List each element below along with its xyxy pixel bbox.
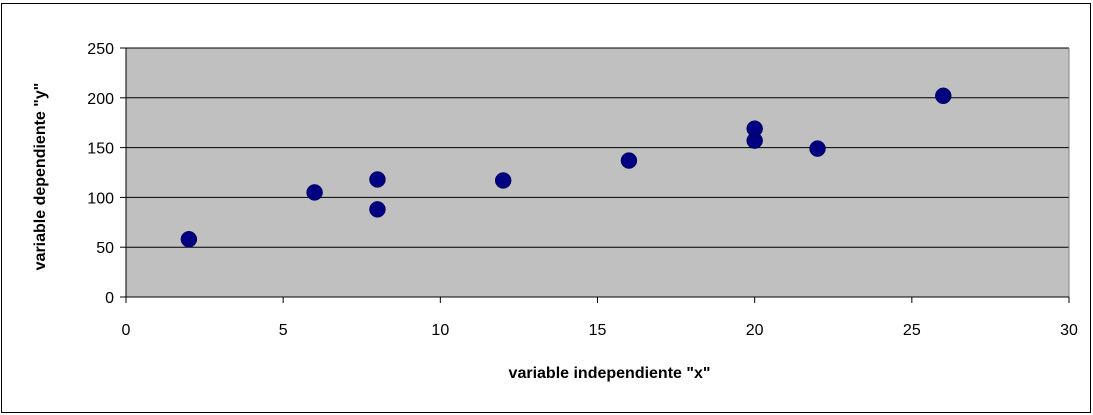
data-point <box>494 172 512 189</box>
y-tick-label: 50 <box>96 240 114 257</box>
data-point <box>935 87 952 105</box>
y-tick-label: 150 <box>87 141 114 158</box>
data-point <box>180 230 198 248</box>
data-point <box>746 120 763 137</box>
x-axis-title: variable independiente "x" <box>509 365 711 382</box>
y-tick-label: 200 <box>87 91 114 108</box>
x-tick-label: 30 <box>1060 322 1078 339</box>
data-point <box>369 201 386 218</box>
data-point <box>306 184 323 201</box>
grid-lines <box>126 47 1069 248</box>
x-tick-label: 10 <box>431 322 449 339</box>
data-points <box>180 87 952 248</box>
x-tick-label: 20 <box>746 322 764 339</box>
axes <box>120 47 1070 303</box>
data-point <box>369 171 386 188</box>
x-tick-label: 0 <box>122 322 131 339</box>
data-point <box>620 152 638 169</box>
x-tick-label: 25 <box>903 322 921 339</box>
y-tick-label: 0 <box>105 290 114 307</box>
y-tick-label: 100 <box>87 190 114 207</box>
y-axis-title: variable dependiente "y" <box>32 83 49 271</box>
x-tick-label: 5 <box>279 322 288 339</box>
data-point <box>809 140 826 157</box>
y-tick-label: 250 <box>87 41 114 58</box>
x-tick-label: 15 <box>589 322 607 339</box>
plot-area <box>126 48 1069 297</box>
tick-labels: 0 5 10 15 20 25 30 0 50 100 150 200 250 <box>87 41 1078 339</box>
